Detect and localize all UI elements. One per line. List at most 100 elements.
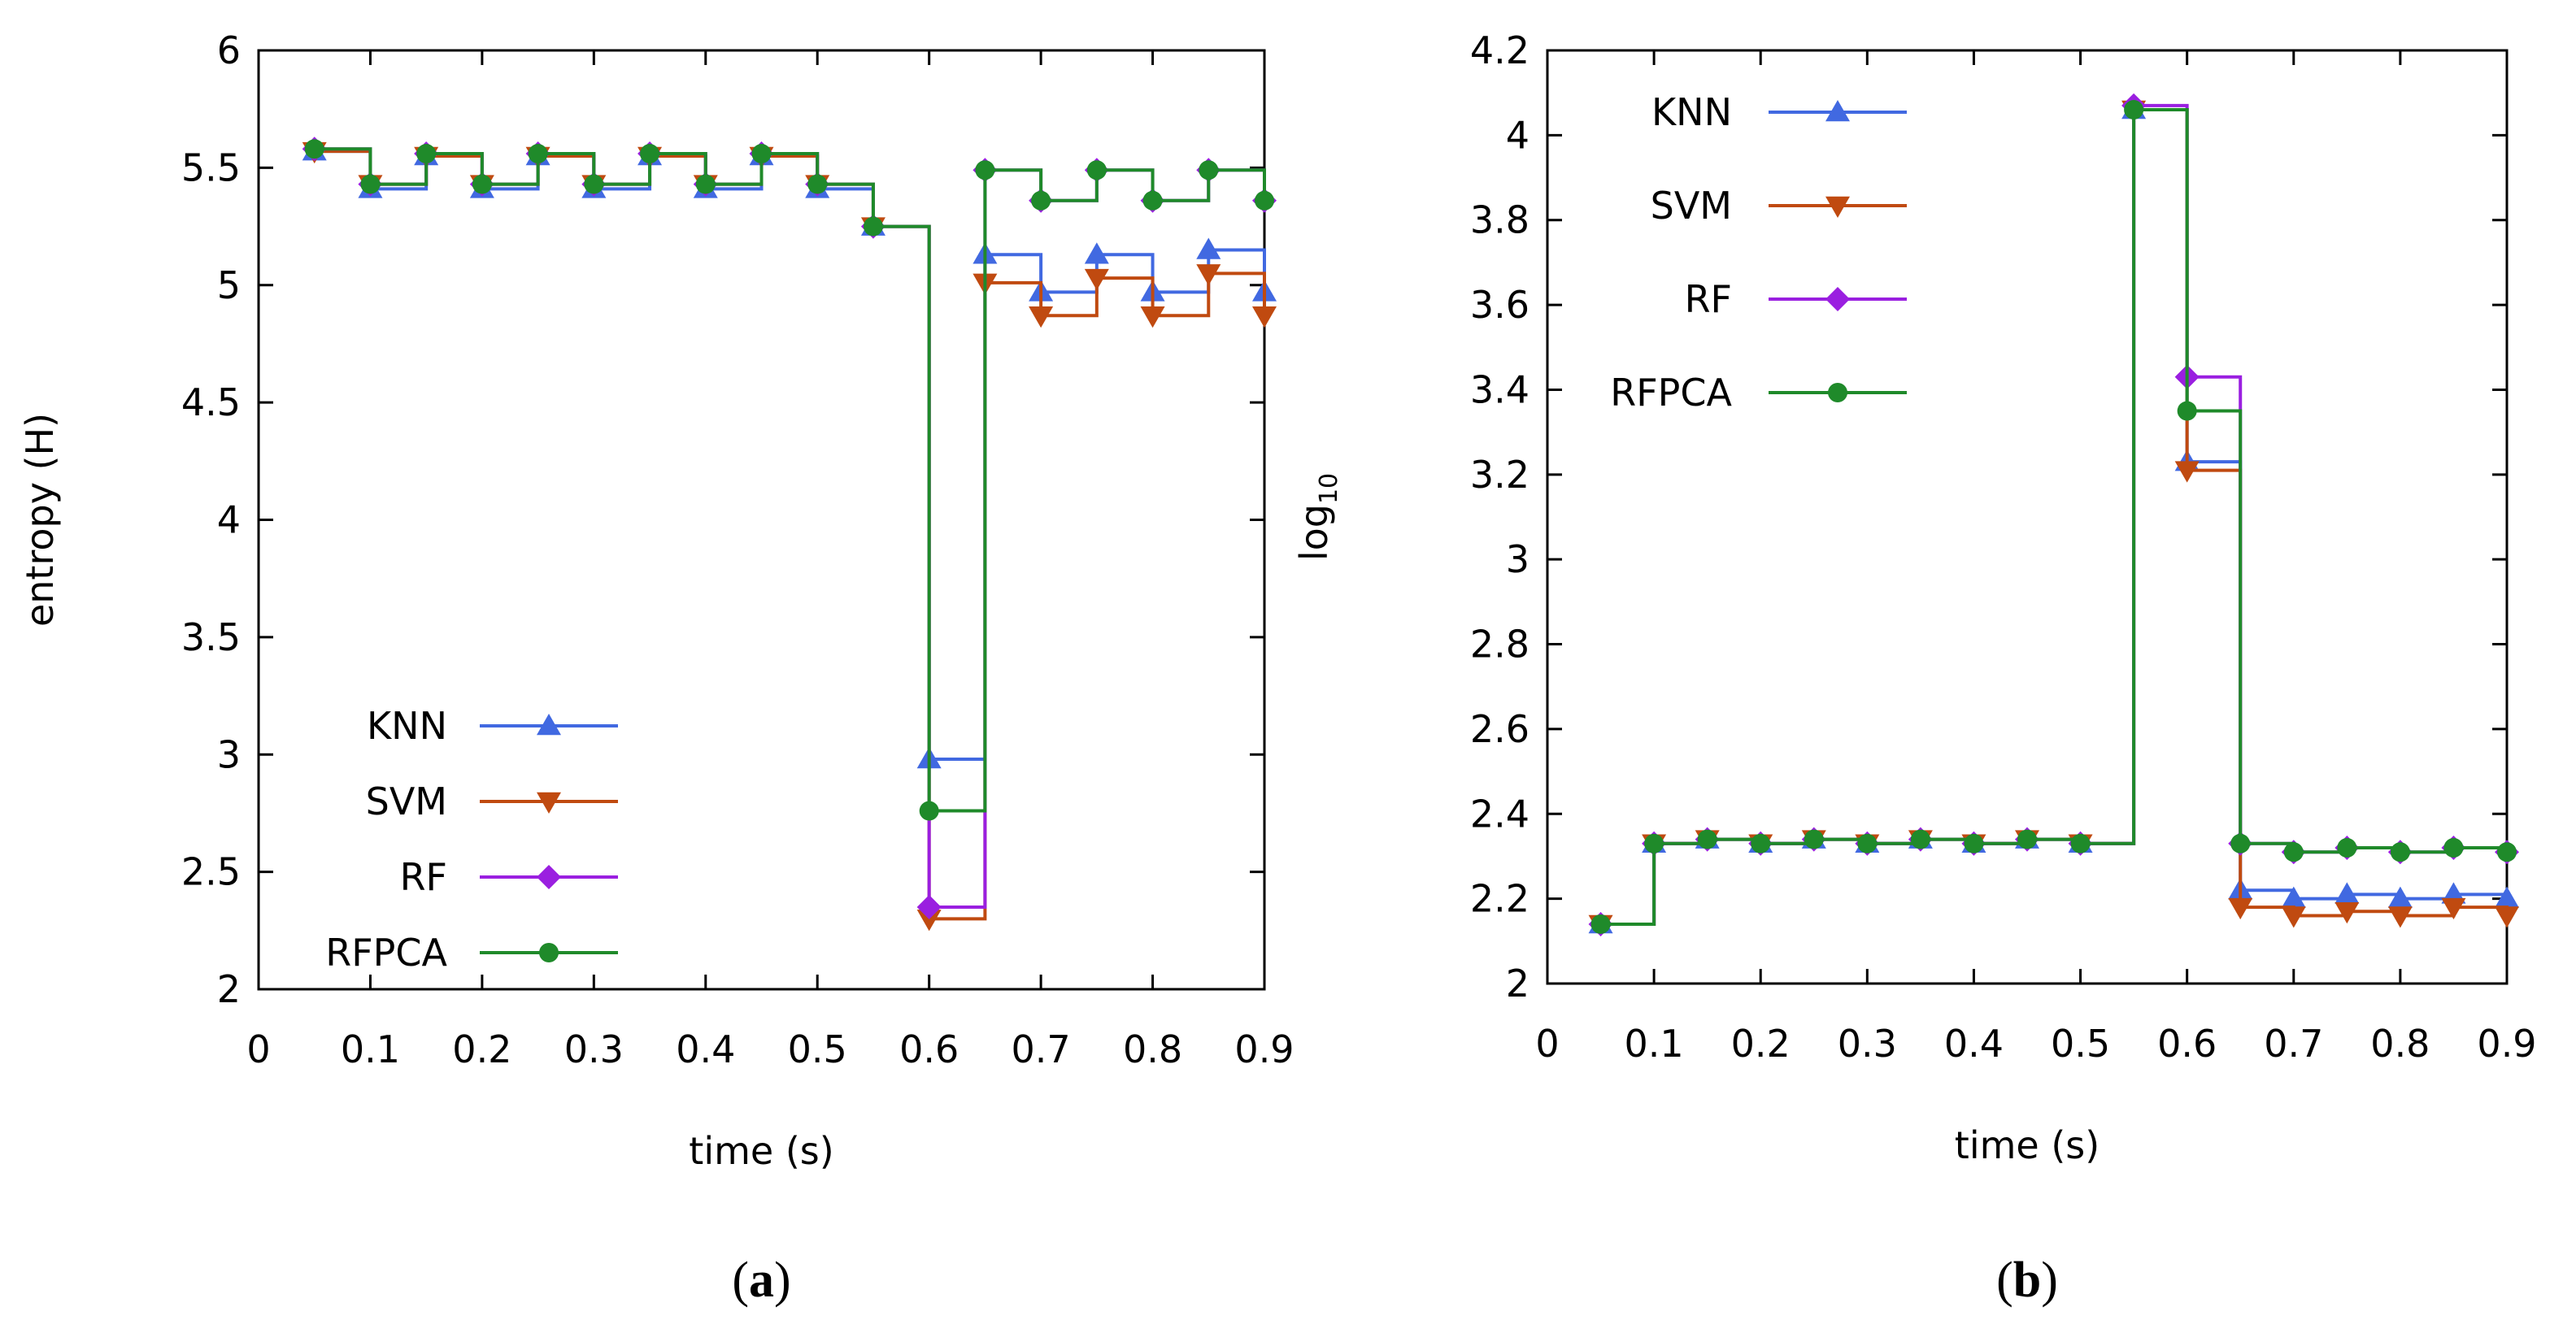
y-tick-label: 2 bbox=[1506, 962, 1530, 1005]
data-point-rfpca bbox=[640, 144, 660, 164]
data-point-rfpca bbox=[751, 144, 772, 164]
x-tick-label: 0.2 bbox=[452, 1027, 511, 1071]
data-point-rfpca bbox=[2337, 838, 2357, 858]
legend-marker bbox=[537, 714, 561, 736]
legend-item-rf: RF bbox=[1685, 277, 1907, 321]
series-line-rfpca bbox=[314, 147, 1266, 813]
data-point-rfpca bbox=[1910, 829, 1930, 849]
legend-marker bbox=[537, 865, 561, 889]
x-tick-label: 0.2 bbox=[1731, 1022, 1791, 1066]
panel-caption: (a) bbox=[732, 1253, 790, 1308]
series-line-knn bbox=[1600, 108, 2509, 926]
legend-marker bbox=[1825, 196, 1850, 218]
data-point-svm bbox=[2495, 906, 2519, 928]
legend-marker bbox=[1828, 383, 1847, 402]
x-tick-label: 0.8 bbox=[2370, 1022, 2430, 1066]
data-point-rfpca bbox=[2177, 401, 2197, 421]
data-point-rf bbox=[916, 894, 942, 919]
y-tick-label: 3 bbox=[217, 732, 241, 776]
data-point-rfpca bbox=[2124, 100, 2144, 120]
x-tick-label: 0.7 bbox=[2264, 1022, 2323, 1066]
y-tick-label: 3.4 bbox=[1470, 367, 1530, 411]
y-axis-label-text: log bbox=[1292, 504, 1336, 561]
data-point-knn bbox=[1084, 242, 1109, 264]
data-point-rfpca bbox=[1804, 829, 1824, 849]
y-axis-label: log10 bbox=[1292, 473, 1343, 561]
x-tick-label: 0.9 bbox=[2477, 1022, 2536, 1066]
y-tick-label: 3.6 bbox=[1470, 283, 1530, 327]
legend-item-knn: KNN bbox=[367, 704, 618, 748]
y-tick-label: 3.5 bbox=[181, 615, 241, 659]
legend-item-rfpca: RFPCA bbox=[325, 931, 618, 975]
data-point-rfpca bbox=[863, 216, 883, 237]
x-tick-label: 0.4 bbox=[1944, 1022, 2004, 1066]
series-rfpca bbox=[304, 139, 1274, 821]
x-tick-label: 0 bbox=[246, 1027, 270, 1071]
x-tick-label: 0.8 bbox=[1123, 1027, 1182, 1071]
legend-label: KNN bbox=[367, 704, 447, 748]
chart-panel-a: 2 2.5 3 3.5 4 4.5 5 5.5 6 0 0.1 0.2 0.3 0.4 0.5 0.6 0.7 0… bbox=[18, 28, 1295, 1308]
series-line-svm bbox=[314, 150, 1266, 921]
x-tick-label: 0.4 bbox=[676, 1027, 735, 1071]
plot-frame bbox=[1546, 49, 2509, 985]
y-tick-label: 4.5 bbox=[181, 380, 241, 424]
y-tick-label: 3.8 bbox=[1470, 198, 1530, 242]
x-tick-label: 0 bbox=[1535, 1022, 1559, 1066]
data-point-knn bbox=[2334, 882, 2360, 904]
x-axis-label: time (s) bbox=[1955, 1123, 2100, 1167]
x-tick-label: 0.9 bbox=[1234, 1027, 1294, 1071]
plot-frame bbox=[257, 49, 1266, 991]
x-tick-label: 0.3 bbox=[564, 1027, 624, 1071]
series-line-rf bbox=[314, 147, 1266, 909]
data-point-svm bbox=[1252, 306, 1277, 328]
data-point-svm bbox=[1029, 306, 1054, 328]
y-tick-label: 3.2 bbox=[1470, 453, 1530, 497]
y-tick-label: 5.5 bbox=[181, 145, 241, 189]
y-tick-label: 2 bbox=[217, 967, 241, 1011]
x-tick-label: 0.5 bbox=[788, 1027, 847, 1071]
data-point-svm bbox=[916, 910, 942, 932]
data-point-rfpca bbox=[304, 139, 324, 159]
data-point-rfpca bbox=[2070, 833, 2091, 853]
x-tick-label: 0.1 bbox=[341, 1027, 400, 1071]
data-point-rfpca bbox=[1142, 190, 1163, 211]
y-tick-label: 4 bbox=[1506, 113, 1530, 157]
data-point-knn bbox=[1196, 237, 1221, 259]
y-tick-label: 4.2 bbox=[1470, 28, 1530, 72]
data-point-svm bbox=[2281, 906, 2306, 928]
data-point-rfpca bbox=[360, 174, 381, 194]
data-point-rfpca bbox=[2283, 842, 2304, 862]
data-point-rfpca bbox=[1857, 833, 1878, 853]
data-point-rfpca bbox=[1031, 190, 1051, 211]
y-tick-label: 3 bbox=[1506, 537, 1530, 581]
series-knn bbox=[302, 139, 1277, 769]
series-line-svm bbox=[1600, 108, 2509, 926]
x-tick-label: 0.3 bbox=[1838, 1022, 1897, 1066]
y-axis-label-text: entropy (H) bbox=[18, 413, 62, 627]
data-point-rfpca bbox=[1964, 833, 1984, 853]
y-axis-label-subscript: 10 bbox=[1315, 473, 1343, 504]
data-point-rfpca bbox=[2017, 829, 2037, 849]
y-tick-label: 2.4 bbox=[1470, 792, 1530, 836]
data-point-rfpca bbox=[1255, 190, 1274, 211]
data-point-rfpca bbox=[584, 174, 604, 194]
y-axis-label: entropy (H) bbox=[18, 413, 62, 627]
data-point-svm bbox=[2334, 902, 2360, 924]
series-rfpca bbox=[1590, 100, 2517, 934]
y-tick-label: 2.6 bbox=[1470, 707, 1530, 751]
x-tick-label: 0.5 bbox=[2051, 1022, 2110, 1066]
data-point-svm bbox=[2441, 897, 2466, 920]
data-point-svm bbox=[2387, 906, 2413, 928]
data-point-rfpca bbox=[695, 174, 716, 194]
data-point-rfpca bbox=[2390, 842, 2410, 862]
data-point-rfpca bbox=[1086, 160, 1107, 180]
legend-label: SVM bbox=[1651, 184, 1732, 228]
legend-marker bbox=[1825, 287, 1850, 311]
data-point-svm bbox=[1084, 268, 1109, 291]
legend-label: RF bbox=[400, 855, 447, 899]
data-point-svm bbox=[1196, 264, 1221, 286]
data-point-rfpca bbox=[1644, 833, 1664, 853]
data-point-rfpca bbox=[416, 144, 437, 164]
legend-label: RF bbox=[1685, 277, 1732, 321]
